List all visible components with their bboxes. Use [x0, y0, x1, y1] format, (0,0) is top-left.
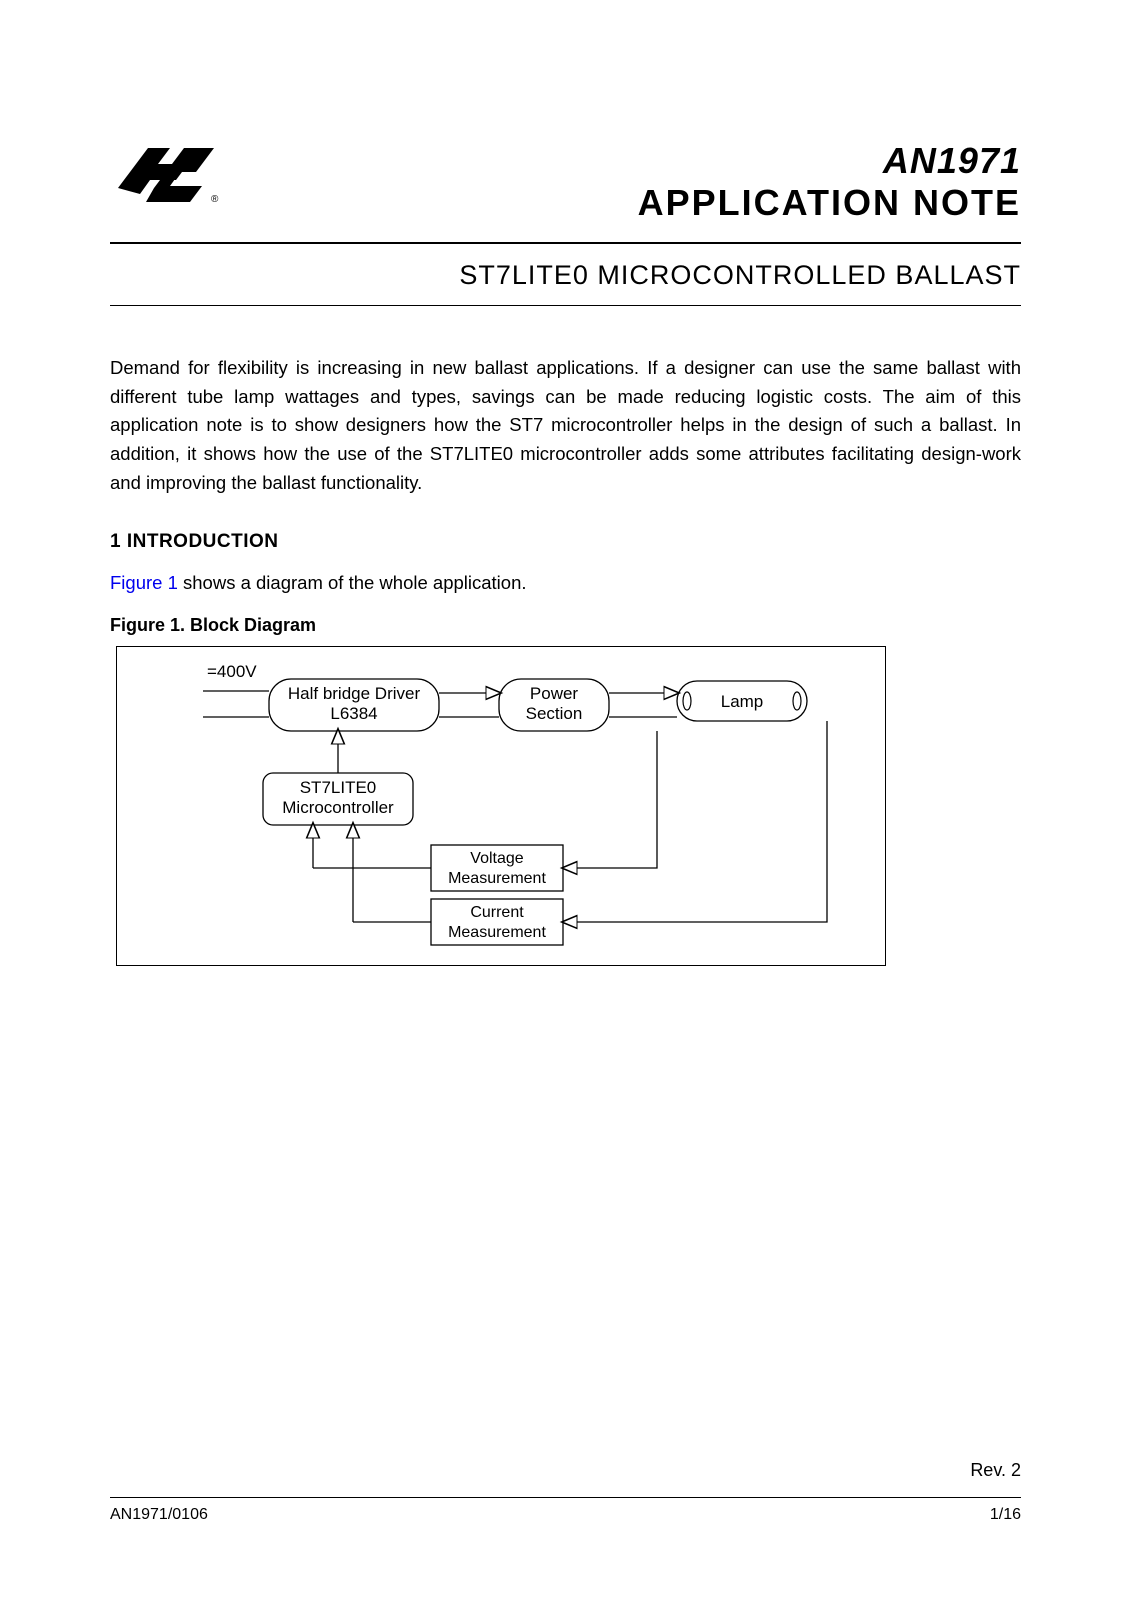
svg-text:ST7LITE0: ST7LITE0 — [300, 778, 377, 797]
svg-text:L6384: L6384 — [330, 704, 377, 723]
svg-text:Voltage: Voltage — [470, 850, 523, 867]
svg-text:Microcontroller: Microcontroller — [282, 798, 394, 817]
svg-text:Half bridge Driver: Half bridge Driver — [288, 684, 421, 703]
figure-reference-rest: shows a diagram of the whole application… — [178, 572, 527, 593]
section-heading: 1 INTRODUCTION — [110, 531, 1021, 553]
svg-text:®: ® — [211, 194, 219, 205]
st-logo: ® — [110, 140, 220, 210]
rule-under-subtitle — [110, 305, 1021, 306]
doc-code: AN1971/0106 — [110, 1506, 208, 1524]
svg-text:Power: Power — [530, 684, 579, 703]
svg-text:Measurement: Measurement — [448, 870, 546, 887]
doc-number: AN1971 — [638, 140, 1021, 182]
doc-type: APPLICATION NOTE — [638, 182, 1021, 224]
footer-rule — [110, 1497, 1021, 1498]
title-block: AN1971 APPLICATION NOTE — [638, 140, 1021, 224]
intro-paragraph: Demand for flexibility is increasing in … — [110, 354, 1021, 497]
doc-subtitle: ST7LITE0 MICROCONTROLLED BALLAST — [110, 260, 1021, 291]
figure-caption: Figure 1. Block Diagram — [110, 615, 1021, 636]
page-footer: Rev. 2 AN1971/0106 1/16 — [110, 1460, 1021, 1524]
page-number: 1/16 — [990, 1506, 1021, 1524]
block-diagram: =400V Half bridge Driver L6384 Power Sec… — [116, 646, 886, 966]
rule-top — [110, 242, 1021, 244]
figure-1-link[interactable]: Figure 1 — [110, 572, 178, 593]
revision-label: Rev. 2 — [110, 1460, 1021, 1481]
svg-text:Measurement: Measurement — [448, 924, 546, 941]
svg-text:Section: Section — [526, 704, 583, 723]
figure-reference-line: Figure 1 shows a diagram of the whole ap… — [110, 569, 1021, 597]
voltage-label: =400V — [207, 662, 257, 681]
svg-text:Current: Current — [470, 904, 524, 921]
svg-text:Lamp: Lamp — [721, 692, 764, 711]
header-row: ® AN1971 APPLICATION NOTE — [110, 140, 1021, 224]
